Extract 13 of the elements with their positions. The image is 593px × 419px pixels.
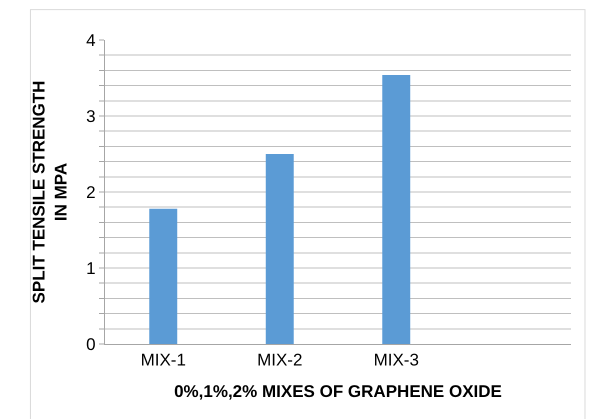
x-tick-label: MIX-3 bbox=[374, 350, 419, 370]
y-tick-label: 4 bbox=[86, 30, 96, 50]
y-axis-title: SPLIT TENSILE STRENGTH IN MPA bbox=[30, 80, 71, 304]
bar bbox=[382, 74, 410, 344]
x-axis-title: 0%,1%,2% MIXES OF GRAPHENE OXIDE bbox=[174, 382, 502, 401]
bar bbox=[149, 208, 178, 344]
y-tick-label: 1 bbox=[86, 258, 96, 278]
y-tick-label: 2 bbox=[86, 182, 96, 202]
x-tick-label: MIX-1 bbox=[140, 350, 186, 370]
y-tick-label: 0 bbox=[86, 334, 96, 354]
x-tick-label: MIX-2 bbox=[257, 350, 302, 370]
bar bbox=[266, 154, 294, 344]
y-tick-label: 3 bbox=[86, 106, 96, 126]
